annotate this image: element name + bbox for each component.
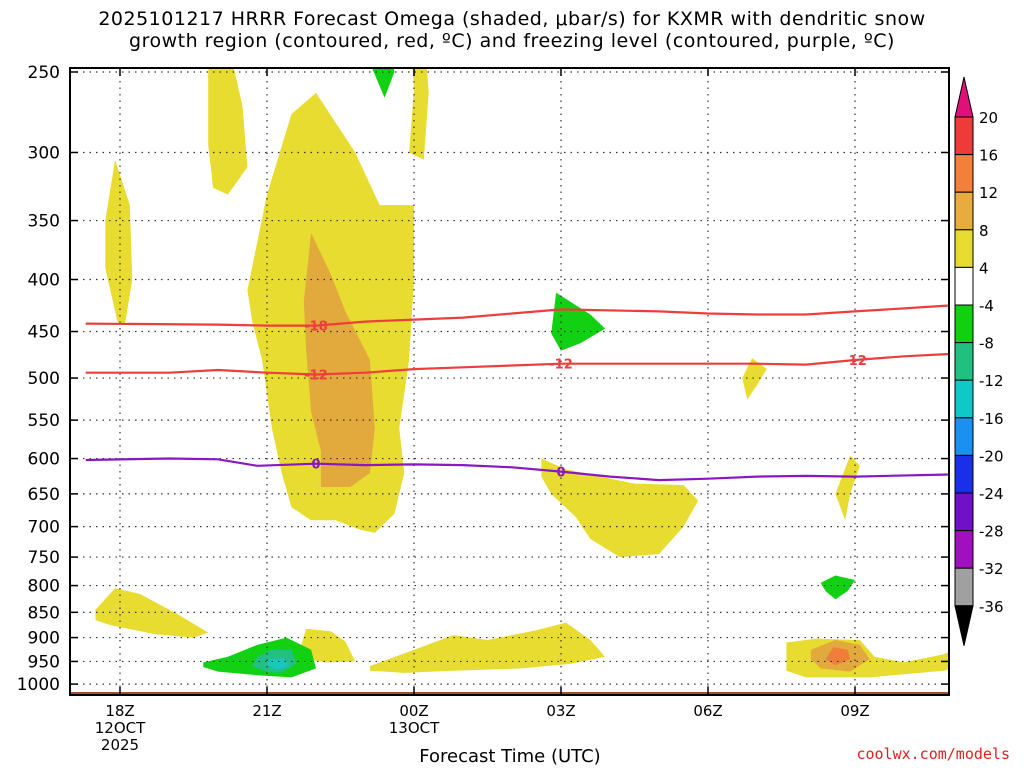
y-tick-label: 1000 xyxy=(17,675,60,695)
colorbar-swatch xyxy=(954,454,974,494)
contour-label: -12 xyxy=(843,354,867,369)
omega-region-13 xyxy=(369,622,606,673)
omega-region-8 xyxy=(541,458,699,558)
omega-region-5 xyxy=(371,68,395,98)
contour-line-0 xyxy=(85,304,949,327)
y-tick-label: 700 xyxy=(28,518,60,538)
colorbar-swatch xyxy=(954,191,974,231)
omega-region-4 xyxy=(409,68,429,160)
plot-frame xyxy=(69,67,950,696)
y-tick-label: 400 xyxy=(28,271,60,291)
contour-line-2 xyxy=(85,457,949,482)
colorbar-swatch xyxy=(954,116,974,156)
x-tick-label: 13OCT xyxy=(389,719,440,737)
colorbar-label: -12 xyxy=(979,372,1004,390)
colorbar-swatch xyxy=(954,417,974,456)
y-tick-label: 950 xyxy=(28,652,60,672)
colorbar-label: -28 xyxy=(979,523,1004,541)
y-tick-label: 850 xyxy=(28,603,60,623)
y-tick-label: 450 xyxy=(28,323,60,343)
omega-region-6 xyxy=(551,292,606,351)
colorbar-swatch xyxy=(954,154,974,193)
contour-label: -12 xyxy=(304,368,328,383)
contour-label: -18 xyxy=(304,320,328,335)
title-line-1: 2025101217 HRRR Forecast Omega (shaded, … xyxy=(98,8,926,30)
y-tick-label: 250 xyxy=(28,63,60,83)
colorbar-bottom-arrow xyxy=(954,605,974,646)
omega-region-2 xyxy=(105,159,133,325)
y-tick-label: 650 xyxy=(28,485,60,505)
x-tick-label: 2025 xyxy=(101,736,139,754)
colorbar-swatch xyxy=(954,492,974,532)
colorbar-swatch xyxy=(954,229,974,268)
contour-line-1 xyxy=(85,352,949,376)
terrain-band xyxy=(70,691,949,695)
colorbar-top-arrow xyxy=(954,76,974,118)
contour-label: -12 xyxy=(549,358,573,373)
colorbar-label: 4 xyxy=(979,259,989,277)
colorbar-label: -16 xyxy=(979,410,1004,428)
omega-region-9 xyxy=(835,455,860,521)
plot-area: -18 -12 -12 -12 0 0 xyxy=(70,68,949,695)
y-tick-label: 350 xyxy=(28,212,60,232)
x-axis-label: Forecast Time (UTC) xyxy=(419,746,601,767)
y-tick-label: 300 xyxy=(28,143,60,163)
colorbar-swatch xyxy=(954,567,974,607)
x-tick-label: 09Z xyxy=(840,702,869,720)
contour-label: 0 xyxy=(311,458,320,473)
colorbar-label: -36 xyxy=(979,598,1004,616)
colorbar-label: 20 xyxy=(979,109,998,127)
omega-region-11 xyxy=(95,588,209,638)
omega-region-3 xyxy=(208,68,248,195)
colorbar-label: -4 xyxy=(979,297,994,315)
x-tick-label: 18Z xyxy=(105,702,134,720)
x-tick-label: 00Z xyxy=(399,702,428,720)
y-tick-label: 800 xyxy=(28,577,60,597)
omega-region-10 xyxy=(820,575,855,600)
chart-title: 2025101217 HRRR Forecast Omega (shaded, … xyxy=(0,8,1024,52)
colorbar-swatch xyxy=(954,266,974,306)
x-tick-label: 06Z xyxy=(693,702,722,720)
colorbar-label: 8 xyxy=(979,222,989,240)
omega-region-12 xyxy=(301,628,356,663)
y-tick-label: 750 xyxy=(28,548,60,568)
colorbar-label: 16 xyxy=(979,147,998,165)
credit-link[interactable]: coolwx.com/models xyxy=(856,745,1010,763)
x-tick-label: 12OCT xyxy=(95,719,146,737)
contour-label: 0 xyxy=(556,466,565,481)
y-tick-label: 900 xyxy=(28,629,60,649)
y-tick-label: 600 xyxy=(28,450,60,470)
colorbar-label: -32 xyxy=(979,560,1004,578)
colorbar-label: -20 xyxy=(979,447,1004,465)
colorbar-label: 12 xyxy=(979,184,998,202)
omega-region-1 xyxy=(303,233,375,487)
y-tick-label: 550 xyxy=(28,411,60,431)
colorbar-swatch xyxy=(954,530,974,569)
title-line-2: growth region (contoured, red, ºC) and f… xyxy=(129,30,895,52)
colorbar-label: -8 xyxy=(979,335,994,353)
colorbar-swatch xyxy=(954,304,974,344)
omega-region-7 xyxy=(742,358,767,400)
colorbar-swatch xyxy=(954,342,974,381)
colorbar-swatch xyxy=(954,379,974,419)
x-tick-label: 03Z xyxy=(546,702,575,720)
x-tick-label: 21Z xyxy=(252,702,281,720)
colorbar: 20 16 12 8 4 -4 -8 -12 -16 -20 -24 -28 -32 -36 xyxy=(954,76,1004,646)
y-tick-label: 500 xyxy=(28,369,60,389)
colorbar-label: -24 xyxy=(979,485,1004,503)
omega-region-19 xyxy=(825,647,851,666)
